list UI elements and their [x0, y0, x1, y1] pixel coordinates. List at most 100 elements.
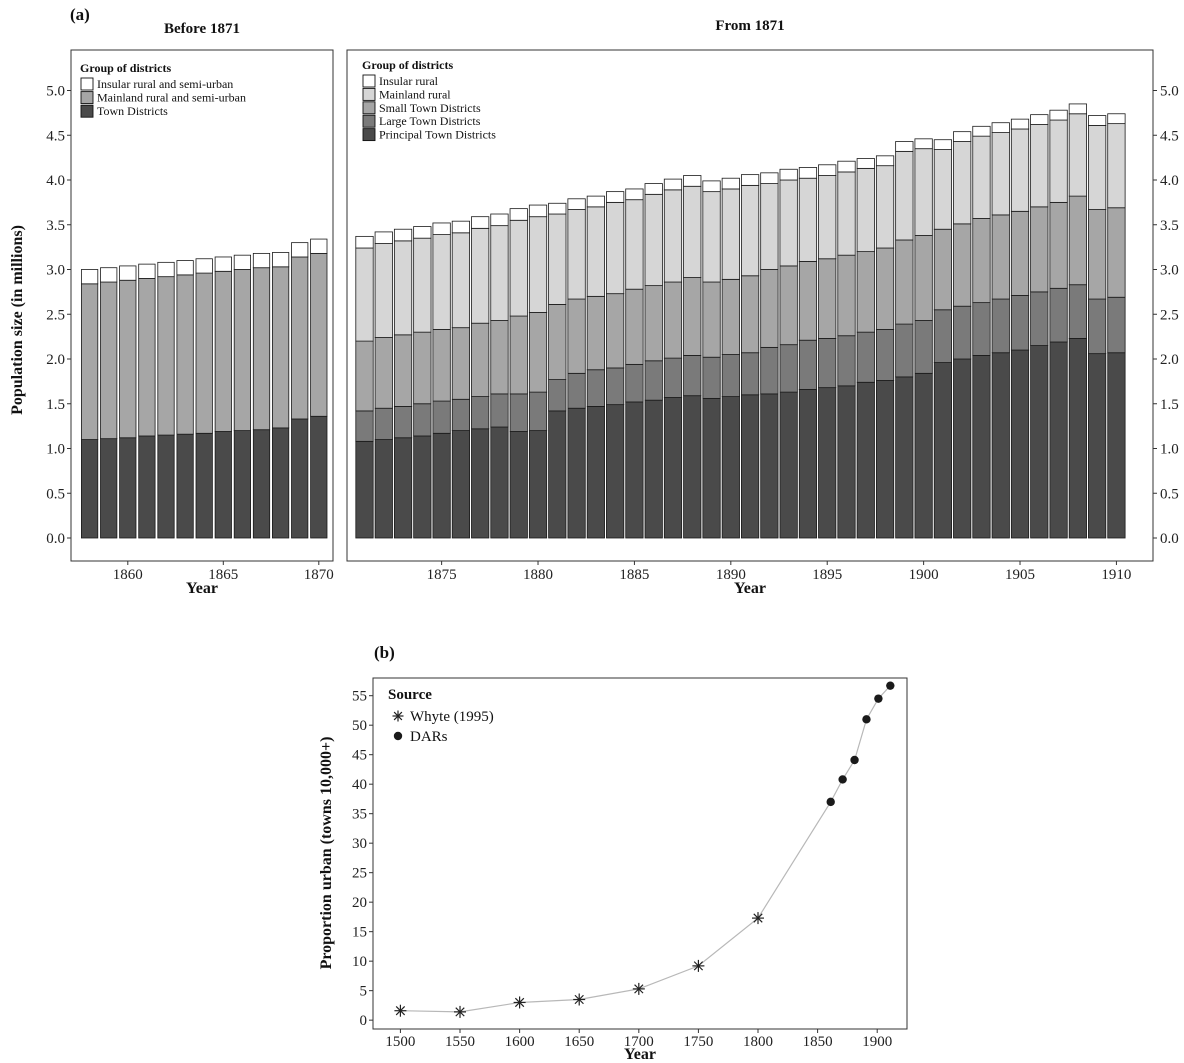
bar-segment	[991, 298, 1010, 354]
bar-segment	[567, 372, 586, 409]
bar-segment	[683, 277, 702, 356]
bar-segment	[1088, 115, 1107, 126]
plot-frame-b	[372, 677, 908, 1030]
panel-before-title: Before 1871	[164, 21, 240, 37]
bar-segment	[271, 252, 290, 268]
bar-segment	[991, 352, 1010, 539]
bar-segment	[393, 228, 413, 242]
bar-segment	[271, 427, 290, 539]
panel-b-label: (b)	[374, 643, 395, 662]
bar-segment	[1107, 207, 1126, 298]
bar-segment	[760, 183, 779, 270]
bar-segment	[702, 180, 721, 193]
y-tick-label: 0.0	[1160, 531, 1179, 547]
bar-segment	[100, 267, 118, 283]
legend-title-from: Group of districts	[362, 58, 453, 72]
bar-segment	[374, 407, 393, 440]
chart-from-1871: 0.00.51.01.52.02.53.03.54.04.55.0 1875 18…	[346, 49, 1179, 597]
bar-segment	[291, 418, 309, 539]
bar-segment	[721, 278, 740, 355]
asterisk-point	[632, 982, 645, 995]
x-axis-title-before: Year	[186, 580, 218, 597]
bar-segment	[895, 150, 914, 241]
bar-segment	[856, 331, 875, 383]
bar-segment	[837, 385, 856, 539]
bar-segment	[176, 433, 194, 539]
bar-segment	[914, 372, 933, 539]
bar-segment	[1030, 206, 1049, 293]
bar-segment	[310, 238, 328, 254]
chart-before-1871: 0.00.51.01.52.02.53.03.54.04.55.0 1860 18…	[46, 49, 334, 597]
bar-segment	[663, 189, 683, 283]
bar-segment	[432, 222, 451, 235]
y-tick-label: 2.5	[46, 307, 65, 323]
bar-segment	[271, 266, 290, 429]
bar-segment	[176, 274, 194, 435]
bar-segment	[1088, 209, 1107, 300]
bar-segment	[451, 398, 471, 431]
bar-segment	[413, 331, 432, 405]
bar-segment	[702, 356, 721, 399]
bar-segment	[393, 437, 413, 539]
bar-segment	[606, 201, 625, 295]
bar-segment	[1049, 201, 1068, 289]
bar-segment	[837, 171, 856, 256]
y-tick-label: 1.5	[1160, 397, 1179, 413]
bar-segment	[1088, 125, 1107, 210]
bar-segment	[914, 235, 933, 321]
x-tick-label: 1875	[427, 567, 457, 583]
bar-segment	[355, 410, 374, 442]
y-tick-label: 0.5	[1160, 486, 1179, 502]
legend-title-b: Source	[388, 687, 432, 703]
x-tick-label: 1800	[743, 1034, 773, 1050]
bar-segment	[953, 141, 972, 225]
legend-swatch	[80, 104, 94, 118]
bar-segment	[1010, 118, 1030, 130]
bar-segment	[528, 312, 548, 393]
bar-segment	[1010, 295, 1030, 351]
dot-point	[826, 797, 835, 807]
bar-segment	[856, 251, 875, 333]
legend-dot	[393, 731, 403, 741]
y-tick-label: 50	[352, 718, 367, 734]
x-tick-label: 1910	[1101, 567, 1131, 583]
dot-point	[838, 775, 847, 784]
bar-segment	[81, 439, 99, 539]
asterisk-point	[454, 1005, 467, 1018]
bar-segment	[760, 393, 779, 539]
bar-segment	[972, 302, 991, 356]
legend-label: Town Districts	[97, 104, 168, 118]
bar-segment	[81, 269, 99, 285]
bar-segment	[1049, 287, 1068, 343]
bar-segment	[432, 432, 451, 539]
bar-segment	[702, 281, 721, 358]
bar-segment	[355, 440, 374, 539]
bar-segment	[914, 138, 933, 150]
bar-segment	[509, 315, 528, 395]
legend-label: DARs	[410, 729, 448, 745]
legend-label: Mainland rural	[379, 87, 451, 101]
plot-frame-from	[346, 49, 1154, 562]
bar-segment	[291, 256, 309, 420]
bar-segment	[644, 183, 663, 195]
x-tick-label: 1600	[505, 1034, 535, 1050]
bar-segment	[528, 204, 548, 218]
x-tick-label: 1905	[1005, 567, 1035, 583]
bar-segment	[818, 258, 837, 339]
bar-segment	[875, 329, 895, 381]
bar-segment	[1107, 296, 1126, 354]
bar-segment	[933, 362, 953, 539]
bar-segment	[1030, 291, 1049, 346]
bar-segment	[1049, 341, 1068, 539]
bar-segment	[1049, 109, 1068, 121]
bar-segment	[625, 363, 644, 403]
legend-label: Large Town Districts	[379, 114, 481, 128]
bar-segment	[157, 434, 175, 539]
bar-segment	[393, 240, 413, 336]
bar-segment	[432, 234, 451, 330]
bar-segment	[374, 337, 393, 409]
y-tick-label: 15	[352, 925, 367, 941]
bar-segment	[741, 174, 760, 186]
y-tick-label: 40	[352, 777, 367, 793]
